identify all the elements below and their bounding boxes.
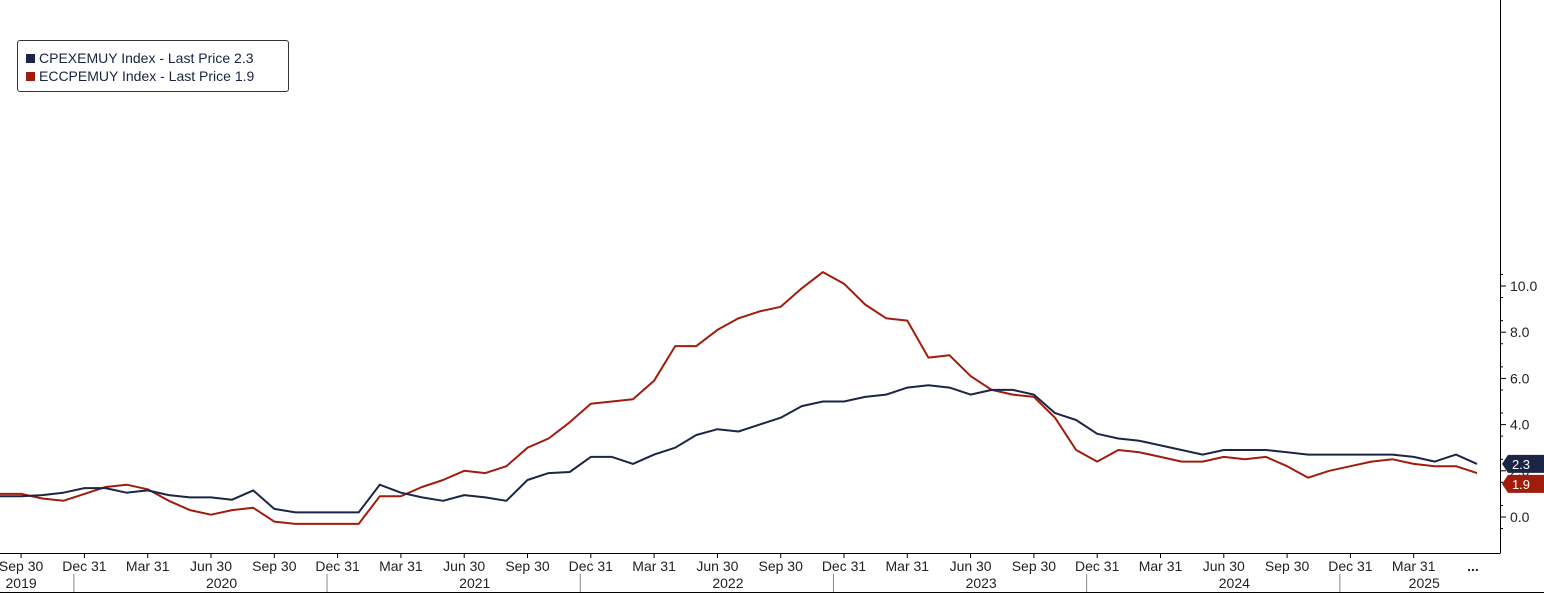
x-tick-label: Mar 31 (632, 558, 676, 574)
x-tick-label: Sep 30 (505, 558, 550, 574)
x-tick-label: Jun 30 (443, 558, 485, 574)
legend-label-series-2: ECCPEMUY Index - Last Price (39, 68, 231, 84)
series-line-1 (0, 384, 1478, 514)
x-tick-label: Sep 30 (759, 558, 804, 574)
x-tick-label: Dec 31 (62, 558, 107, 574)
x-tick-label: Sep 30 (1012, 558, 1057, 574)
x-tick-label: Sep 30 (0, 558, 43, 574)
x-tick-label: Mar 31 (1392, 558, 1436, 574)
legend-swatch-series-2 (26, 71, 35, 81)
x-year-label: 2023 (966, 575, 997, 591)
y-tick-label: 4.0 (1510, 417, 1530, 433)
last-price-badge-1: 2.3 (1502, 454, 1544, 473)
y-tick-label: 0.0 (1510, 509, 1530, 525)
series-line-2 (0, 271, 1478, 525)
badge-label: 2.3 (1512, 457, 1530, 472)
last-price-badges: 2.31.9 (1502, 454, 1544, 493)
x-more-label: ... (1467, 558, 1479, 574)
x-axis-ticks: Sep 30 Dec 31 Mar 31 Jun 30 Sep 30 Dec 31 Mar … (0, 553, 1479, 592)
badge-shape (1502, 474, 1544, 493)
x-tick-label: Jun 30 (950, 558, 992, 574)
x-year-label: 2021 (459, 575, 490, 591)
y-axis-ticks: 0.02.04.06.08.010.0 (1500, 273, 1537, 530)
legend-swatch-series-1 (26, 53, 35, 63)
x-tick-label: Jun 30 (1203, 558, 1245, 574)
y-tick-label: 8.0 (1510, 324, 1530, 340)
x-tick-label: Mar 31 (1139, 558, 1183, 574)
series-lines (0, 271, 1478, 525)
x-tick-label: Sep 30 (1265, 558, 1310, 574)
badge-label: 1.9 (1512, 477, 1530, 492)
x-tick-label: Dec 31 (1075, 558, 1120, 574)
x-tick-label: Dec 31 (822, 558, 867, 574)
x-tick-label: Mar 31 (379, 558, 423, 574)
x-year-label: 2022 (712, 575, 743, 591)
x-tick-label: Dec 31 (1328, 558, 1373, 574)
legend-label-series-1: CPEXEMUY Index - Last Price (39, 50, 231, 66)
x-year-label: 2019 (6, 575, 37, 591)
legend-value-series-1: 2.3 (234, 50, 254, 66)
x-tick-label: Dec 31 (569, 558, 614, 574)
x-tick-label: Jun 30 (190, 558, 232, 574)
y-tick-label: 10.0 (1510, 278, 1537, 294)
x-tick-label: Mar 31 (126, 558, 170, 574)
x-year-label: 2024 (1219, 575, 1250, 591)
legend: CPEXEMUY Index - Last Price 2.3 ECCPEMUY… (17, 40, 289, 92)
x-tick-label: Jun 30 (696, 558, 738, 574)
last-price-badge-2: 1.9 (1502, 474, 1544, 493)
x-tick-label: Sep 30 (252, 558, 297, 574)
legend-value-series-2: 1.9 (234, 68, 255, 84)
legend-item-series-1: CPEXEMUY Index - Last Price 2.3 (26, 49, 288, 67)
y-tick-label: 6.0 (1510, 370, 1530, 386)
x-year-label: 2025 (1409, 575, 1440, 591)
x-tick-label: Dec 31 (315, 558, 360, 574)
x-year-label: 2020 (206, 575, 237, 591)
legend-item-series-2: ECCPEMUY Index - Last Price 1.9 (26, 67, 288, 85)
badge-shape (1502, 454, 1544, 473)
x-tick-label: Mar 31 (886, 558, 930, 574)
